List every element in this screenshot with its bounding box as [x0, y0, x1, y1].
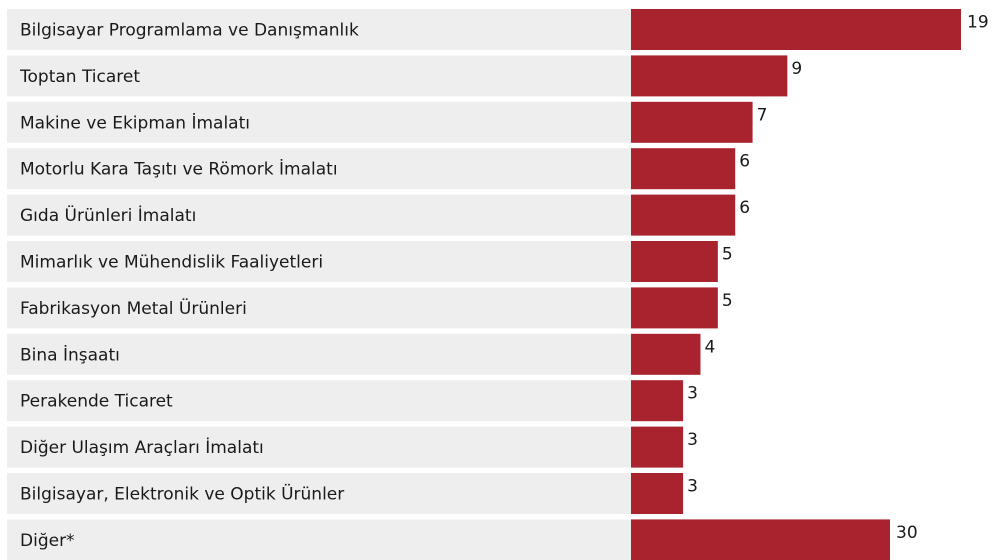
category-row-bg [7, 9, 631, 50]
data-label: 5 [722, 245, 733, 265]
data-label: 4 [704, 337, 715, 357]
category-label: Bilgisayar, Elektronik ve Optik Ürünler [20, 483, 344, 505]
category-label: Motorlu Kara Taşıtı ve Römork İmalatı [20, 159, 338, 180]
category-label: Fabrikasyon Metal Ürünleri [20, 297, 247, 319]
data-label: 30 [896, 523, 918, 543]
category-row-bg [7, 333, 631, 375]
data-label: 9 [791, 59, 802, 79]
bar [631, 473, 684, 514]
data-label: 6 [739, 152, 750, 172]
category-row-bg [7, 194, 631, 236]
category-label: Gıda Ürünleri İmalatı [20, 204, 196, 226]
category-row-bg [7, 287, 631, 329]
category-label: Diğer Ulaşım Araçları İmalatı [20, 437, 264, 458]
category-label: Bilgisayar Programlama ve Danışmanlık [20, 21, 359, 41]
bar [631, 101, 753, 143]
data-label: 3 [687, 477, 698, 497]
category-row-bg [7, 380, 631, 422]
bar [631, 426, 684, 468]
bar [631, 194, 736, 236]
bar [631, 287, 718, 329]
bar [631, 519, 890, 560]
category-row-bg [7, 426, 631, 468]
category-row-bg [7, 473, 631, 514]
category-label: Makine ve Ekipman İmalatı [20, 112, 250, 133]
bar [631, 55, 788, 97]
category-label: Bina İnşaatı [20, 344, 120, 365]
data-label: 19 [967, 13, 989, 33]
data-label: 3 [687, 384, 698, 404]
data-label: 5 [722, 291, 733, 311]
category-label: Perakende Ticaret [20, 392, 173, 412]
bar [631, 148, 736, 190]
data-label: 7 [757, 105, 768, 125]
category-row-bg [7, 101, 631, 143]
bar [631, 380, 684, 422]
category-label: Mimarlık ve Mühendislik Faaliyetleri [20, 253, 323, 273]
category-row-bg [7, 55, 631, 97]
category-row-bg [7, 148, 631, 190]
bar [631, 9, 961, 50]
bar [631, 241, 718, 282]
category-label: Toptan Ticaret [19, 67, 140, 87]
category-label: Diğer* [20, 531, 75, 551]
data-label: 6 [739, 198, 750, 218]
data-label: 3 [687, 430, 698, 450]
bar [631, 333, 701, 375]
category-row-bg [7, 241, 631, 282]
category-row-bg [7, 519, 631, 560]
